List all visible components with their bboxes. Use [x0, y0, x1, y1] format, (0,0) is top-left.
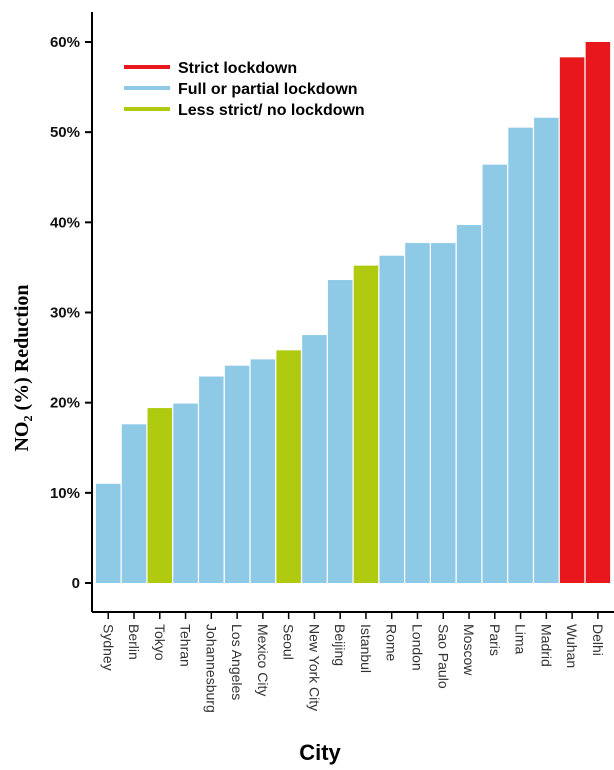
- y-tick-label: 30%: [50, 305, 80, 322]
- bar-delhi: [585, 42, 611, 583]
- bar-sao-paulo: [431, 243, 456, 583]
- x-tick-label: Los Angeles: [229, 624, 245, 700]
- y-tick-label: 10%: [50, 485, 80, 502]
- bar-tehran: [173, 403, 198, 583]
- x-tick-label: Beijing: [332, 624, 348, 666]
- x-tick-label: Berlin: [126, 624, 142, 660]
- x-tick-label: Sydney: [100, 624, 116, 671]
- x-tick-label: New York City: [306, 624, 322, 711]
- y-axis: 0 10% 20% 30% 40% 50% 60%: [50, 34, 92, 592]
- y-tick-label: 40%: [50, 214, 80, 231]
- x-tick-label: London: [409, 624, 425, 671]
- x-tick-label: Seoul: [281, 624, 297, 660]
- y-tick-label: 50%: [50, 124, 80, 141]
- bar-lima: [508, 127, 533, 583]
- bar-wuhan: [559, 57, 585, 583]
- bar-beijing: [327, 280, 353, 583]
- bar-moscow: [456, 225, 482, 584]
- x-tick-label: Istanbul: [358, 624, 374, 673]
- bar-new-york-city: [302, 335, 327, 583]
- x-tick-label: Sao Paulo: [435, 624, 451, 689]
- x-tick-label: Rome: [384, 624, 400, 662]
- x-tick-label: Delhi: [590, 624, 606, 656]
- y-tick-label: 0: [72, 575, 80, 592]
- bar-sydney: [96, 483, 121, 583]
- bars-group: [96, 42, 611, 584]
- y-tick-label: 60%: [50, 34, 80, 51]
- x-tick-label: Madrid: [538, 624, 554, 667]
- bar-istanbul: [353, 265, 379, 583]
- x-tick-label: Moscow: [461, 624, 477, 676]
- legend-label: Strict lockdown: [178, 60, 297, 77]
- y-axis-title: NO₂ (%) Reduction: [11, 284, 33, 451]
- bar-madrid: [534, 117, 559, 584]
- x-tick-label: Tehran: [178, 624, 194, 667]
- y-tick-label: 20%: [50, 395, 80, 412]
- legend-label: Less strict/ no lockdown: [178, 102, 365, 119]
- x-tick-label: Paris: [487, 624, 503, 656]
- x-axis-title: City: [299, 740, 341, 765]
- x-axis: Sydney Berlin Tokyo Tehran Johannesburg Los A…: [100, 612, 606, 713]
- x-tick-label: Mexico City: [255, 624, 271, 696]
- bar-johannesburg: [199, 376, 224, 583]
- x-tick-label: Lima: [513, 624, 529, 655]
- bar-tokyo: [147, 408, 173, 583]
- bar-los-angeles: [224, 365, 250, 583]
- legend: Strict lockdown Full or partial lockdown L…: [124, 60, 365, 119]
- bar-berlin: [121, 424, 147, 583]
- legend-label: Full or partial lockdown: [178, 81, 358, 98]
- x-tick-label: Tokyo: [152, 624, 168, 661]
- bar-paris: [482, 164, 508, 583]
- bar-seoul: [276, 350, 301, 583]
- x-tick-label: Johannesburg: [203, 624, 219, 713]
- bar-rome: [379, 255, 404, 583]
- bar-london: [405, 243, 430, 583]
- x-tick-label: Wuhan: [564, 624, 580, 668]
- bar-mexico-city: [250, 359, 276, 583]
